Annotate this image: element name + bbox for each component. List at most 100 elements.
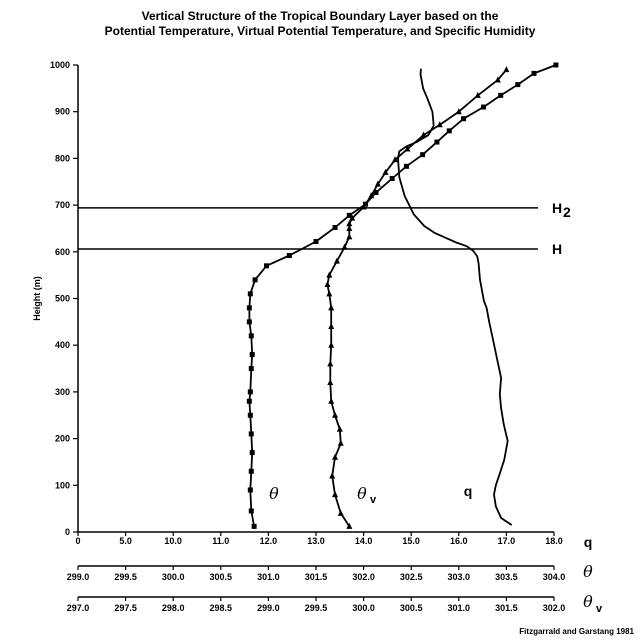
series-1-point xyxy=(336,425,343,432)
series-1-point xyxy=(346,233,353,240)
series-1-point xyxy=(346,522,353,529)
series-0-point xyxy=(249,352,255,358)
series-1-point xyxy=(374,180,381,187)
x-tick-label-theta: 299.0 xyxy=(67,572,90,582)
x-tick-label-q: 14.0 xyxy=(355,536,373,546)
x-tick-label-theta_v: 300.0 xyxy=(352,603,375,613)
series-1-point xyxy=(436,121,443,128)
series-0-point xyxy=(251,523,257,529)
y-tick-label: 300 xyxy=(55,387,70,397)
x-tick-label-theta: 303.5 xyxy=(495,572,518,582)
series-0-point xyxy=(553,62,559,68)
series-1-point xyxy=(337,509,344,516)
series-label-sub-1: v xyxy=(370,494,377,506)
series-line-2 xyxy=(397,68,513,526)
series-1-point xyxy=(349,214,356,221)
series-0-point xyxy=(313,239,319,245)
x-tick-label-theta_v: 301.0 xyxy=(448,603,471,613)
series-0-point xyxy=(252,277,258,283)
series-0-point xyxy=(373,189,379,195)
x-tick-label-theta: 299.5 xyxy=(114,572,137,582)
series-0-point xyxy=(248,468,254,474)
x-tick-label-theta: 300.0 xyxy=(162,572,185,582)
series-1-point xyxy=(503,66,510,73)
y-tick-label: 100 xyxy=(55,480,70,490)
chart-credit: Fitzgarrald and Garstang 1981 xyxy=(519,627,634,636)
series-1-point xyxy=(392,156,399,163)
series-0-point xyxy=(446,128,452,134)
series-0-point xyxy=(434,139,440,145)
x-tick-label-q: 10.0 xyxy=(164,536,182,546)
y-tick-label: 200 xyxy=(55,434,70,444)
series-0-point xyxy=(403,163,409,169)
series-1-point xyxy=(474,91,481,98)
series-0-point xyxy=(247,487,253,493)
series-1-point xyxy=(326,290,333,297)
x-tick-label-theta: 302.0 xyxy=(352,572,375,582)
x-tick-label-theta: 301.0 xyxy=(257,572,280,582)
x-tick-label-q: 17.0 xyxy=(498,536,516,546)
series-1-point xyxy=(329,472,336,479)
series-0-point xyxy=(247,389,253,395)
x-tick-label-theta_v: 298.0 xyxy=(162,603,185,613)
series-1-point xyxy=(328,323,335,330)
chart-title-line1: Vertical Structure of the Tropical Bound… xyxy=(141,9,499,23)
x-tick-label-q: 15.0 xyxy=(402,536,420,546)
series-0-point xyxy=(531,70,537,76)
x-tick-label-theta: 303.0 xyxy=(448,572,471,582)
x-tick-label-theta_v: 299.0 xyxy=(257,603,280,613)
series-1-point xyxy=(382,168,389,175)
series-0-point xyxy=(286,253,292,259)
series-0-point xyxy=(420,152,426,158)
series-0-point xyxy=(498,92,504,98)
series-0-point xyxy=(247,412,253,418)
series-1-point xyxy=(341,243,348,250)
series-0-point xyxy=(461,116,467,122)
series-1-point xyxy=(404,145,411,152)
y-tick-label: 0 xyxy=(65,527,70,537)
x-tick-label-theta_v: 301.5 xyxy=(495,603,518,613)
series-1-point xyxy=(326,271,333,278)
x-tick-label-q: 18.0 xyxy=(545,536,563,546)
x-tick-label-theta_v: 298.5 xyxy=(210,603,233,613)
series-1-point xyxy=(328,341,335,348)
y-tick-label: 600 xyxy=(55,247,70,257)
x-axis-title-theta_v: θ xyxy=(583,592,593,611)
x-axis-title-sub-theta_v: v xyxy=(596,603,603,615)
y-tick-label: 400 xyxy=(55,340,70,350)
x-tick-label-theta_v: 302.0 xyxy=(543,603,566,613)
series-0-point xyxy=(248,431,254,437)
y-tick-label: 1000 xyxy=(50,60,70,70)
reference-line-label-sub-0: 2 xyxy=(563,204,571,220)
x-tick-label-q: 5.0 xyxy=(119,536,132,546)
x-tick-label-theta_v: 297.5 xyxy=(114,603,137,613)
x-tick-label-q: 0 xyxy=(75,536,80,546)
series-1-point xyxy=(328,304,335,311)
y-tick-label: 500 xyxy=(55,294,70,304)
series-1-point xyxy=(455,108,462,115)
series-1-point xyxy=(333,257,340,264)
series-0-point xyxy=(248,366,254,372)
x-tick-label-theta: 304.0 xyxy=(543,572,566,582)
series-1-point xyxy=(494,76,501,83)
x-tick-label-theta_v: 297.0 xyxy=(67,603,90,613)
x-tick-label-theta: 300.5 xyxy=(210,572,233,582)
series-0-point xyxy=(346,212,352,218)
reference-line-label-1: H xyxy=(552,241,562,257)
series-line-1 xyxy=(326,69,508,527)
series-line-0 xyxy=(248,64,557,527)
series-1-point xyxy=(327,360,334,367)
series-0-point xyxy=(389,175,395,181)
series-label-2: q xyxy=(464,483,473,499)
series-1-point xyxy=(324,280,331,287)
series-1-point xyxy=(328,397,335,404)
series-0-point xyxy=(246,305,252,311)
series-1-point xyxy=(368,192,375,199)
series-0-point xyxy=(247,291,253,297)
x-tick-label-theta: 301.5 xyxy=(305,572,328,582)
x-tick-label-q: 12.0 xyxy=(260,536,278,546)
series-label-1: θ xyxy=(357,484,367,503)
series-1-point xyxy=(337,439,344,446)
series-0-point xyxy=(246,398,252,404)
